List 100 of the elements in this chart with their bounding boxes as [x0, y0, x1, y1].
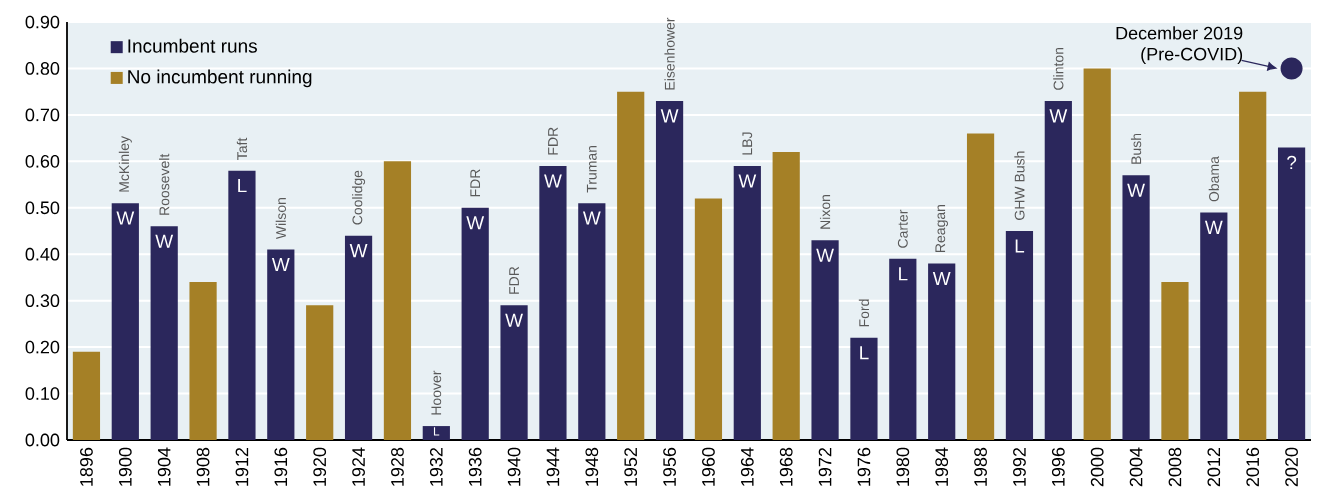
y-tick-label: 0.00 — [25, 433, 60, 447]
x-tick-label: 1984 — [935, 447, 949, 486]
data-label: ? — [1287, 155, 1297, 170]
x-tick-label: 1988 — [974, 447, 987, 486]
data-label: L — [860, 346, 869, 360]
x-tick-label: 1992 — [1013, 447, 1026, 486]
annotation: Ford — [858, 299, 870, 327]
annotation: Roosevelt — [159, 153, 170, 215]
annotation: (Pre-COVID) — [1141, 47, 1243, 65]
data-label: W — [155, 234, 174, 248]
legend-label: Incumbent runs — [128, 38, 257, 53]
bar — [578, 203, 606, 440]
x-tick-label: 2000 — [1090, 447, 1104, 487]
bar — [461, 207, 489, 440]
x-tick-label: 1900 — [118, 447, 132, 486]
data-label: W — [738, 174, 757, 188]
bar — [383, 161, 412, 440]
bar — [228, 170, 256, 440]
y-tick-label: 0.60 — [25, 154, 60, 168]
bar — [539, 165, 567, 440]
x-tick-label: 1908 — [196, 447, 210, 486]
y-tick-label: 0.40 — [25, 247, 60, 261]
y-tick-label: 0.50 — [25, 201, 60, 215]
x-tick-label: 1964 — [740, 447, 754, 486]
annotation: Truman — [586, 145, 597, 193]
data-label: L — [433, 427, 440, 436]
annotation: Nixon — [819, 195, 831, 229]
annotation: FDR — [470, 169, 481, 197]
bar — [733, 165, 761, 440]
bar — [928, 263, 956, 440]
x-tick-label: 1896 — [80, 447, 93, 486]
x-tick-label: 1968 — [779, 447, 793, 486]
bar — [772, 152, 800, 440]
x-tick-label: 1976 — [857, 447, 871, 486]
annotation: McKinley — [118, 136, 132, 192]
x-tick-label: 1940 — [507, 447, 521, 486]
data-label: L — [899, 267, 908, 281]
x-tick-label: 1924 — [352, 447, 365, 486]
x-tick-label: 1952 — [624, 447, 638, 486]
annotation: Bush — [1130, 133, 1142, 164]
x-tick-label: 1980 — [896, 447, 910, 486]
data-label: W — [1204, 220, 1223, 234]
annotation: FDR — [548, 127, 558, 155]
y-tick-label: 0.30 — [25, 294, 60, 308]
bar — [850, 337, 878, 440]
data-label: W — [1049, 109, 1068, 123]
y-tick-label: 0.80 — [25, 62, 60, 75]
bar — [1200, 212, 1228, 440]
bar — [1083, 68, 1111, 440]
data-label: W — [116, 211, 135, 225]
x-tick-label: 1936 — [468, 447, 482, 486]
annotation: Taft — [236, 137, 248, 160]
x-tick-label: 1996 — [1051, 447, 1065, 486]
x-tick-label: 1904 — [157, 447, 171, 486]
data-label: W — [1127, 183, 1145, 197]
annotation: December 2019 — [1116, 26, 1243, 40]
x-tick-label: 2004 — [1129, 447, 1143, 487]
x-tick-label: 1956 — [663, 447, 676, 486]
x-tick-label: 1912 — [235, 447, 249, 486]
bar — [1122, 175, 1150, 440]
bar — [966, 133, 995, 440]
bar — [267, 249, 295, 440]
data-label: L — [1015, 239, 1025, 253]
data-label: W — [660, 109, 679, 123]
data-label: W — [271, 257, 290, 272]
x-tick-label: 1960 — [702, 447, 715, 486]
bar — [344, 235, 373, 440]
bar — [306, 305, 334, 440]
x-tick-label: 1928 — [391, 447, 404, 486]
x-tick-label: 1972 — [818, 447, 832, 486]
y-tick-label: 0.70 — [25, 108, 60, 122]
x-tick-label: 1932 — [429, 447, 443, 486]
annotation: GHW Bush — [1014, 151, 1025, 220]
x-tick-label: 1920 — [313, 447, 327, 486]
bar — [1161, 282, 1189, 440]
annotation: Carter — [897, 209, 908, 248]
annotation: FDR — [509, 266, 519, 294]
bar — [189, 282, 217, 440]
annotation: Wilson — [275, 198, 286, 240]
y-tick-label: 0.90 — [25, 15, 60, 29]
bar — [422, 426, 450, 440]
annotation: Obama — [1208, 156, 1219, 202]
annotation: Coolidge — [352, 170, 366, 225]
x-tick-label: 2016 — [1246, 447, 1260, 487]
data-label: W — [816, 248, 834, 262]
bar — [111, 203, 139, 440]
data-label: W — [505, 313, 523, 327]
annotation: Clinton — [1053, 47, 1064, 90]
bar — [150, 226, 178, 440]
data-label: W — [466, 216, 485, 230]
x-tick-label: 1948 — [585, 447, 599, 486]
x-tick-label: 2008 — [1168, 447, 1182, 487]
y-tick-label: 0.10 — [25, 387, 60, 400]
bar — [655, 100, 684, 440]
legend-label: No incumbent running — [128, 69, 312, 88]
data-label: W — [932, 271, 951, 285]
annotation: Eisenhower — [664, 17, 675, 90]
y-tick-label: 0.20 — [25, 340, 60, 354]
data-label: W — [582, 211, 601, 225]
annotation: Reagan — [935, 205, 948, 252]
